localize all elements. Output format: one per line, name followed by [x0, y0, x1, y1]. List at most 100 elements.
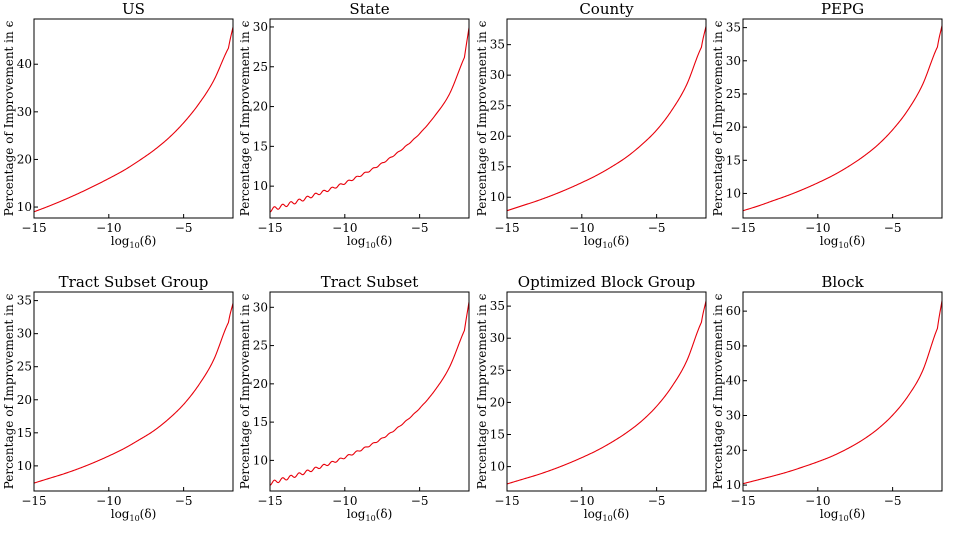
y-tick-label: 30: [726, 409, 741, 423]
chart-title: Optimized Block Group: [518, 273, 695, 291]
y-tick-label: 10: [253, 453, 268, 467]
x-tick-label: −5: [648, 494, 666, 508]
x-axis-label: log10(δ): [820, 507, 866, 523]
plot-frame: [743, 19, 942, 218]
x-tick-label: −5: [411, 494, 429, 508]
y-tick-label: 20: [490, 129, 505, 143]
chart-title: PEPG: [821, 0, 864, 18]
plot-frame: [34, 292, 233, 491]
y-tick-label: 25: [253, 339, 268, 353]
x-axis-label: log10(δ): [111, 234, 157, 250]
x-tick-label: −15: [494, 221, 519, 235]
y-tick-label: 25: [253, 60, 268, 74]
y-tick-label: 35: [490, 38, 505, 52]
plot-frame: [507, 292, 706, 491]
series-line: [34, 303, 233, 483]
x-axis-label: log10(δ): [584, 234, 630, 250]
x-tick-label: −5: [884, 494, 902, 508]
chart-panel-8: Block−15−10−5102030405060log10(δ)Percent…: [711, 273, 942, 523]
y-tick-label: 25: [490, 99, 505, 113]
chart-title: Block: [821, 273, 864, 291]
y-tick-label: 20: [726, 120, 741, 134]
x-tick-label: −10: [96, 494, 121, 508]
y-tick-label: 10: [253, 179, 268, 193]
y-axis-label: Percentage of Improvement in ϵ: [475, 293, 489, 489]
plot-frame: [270, 292, 469, 491]
y-tick-label: 10: [490, 190, 505, 204]
chart-title: Tract Subset: [321, 273, 418, 291]
y-tick-label: 20: [490, 395, 505, 409]
y-tick-label: 20: [17, 393, 32, 407]
y-tick-label: 40: [726, 374, 741, 388]
y-tick-label: 20: [253, 100, 268, 114]
y-axis-label: Percentage of Improvement in ϵ: [2, 20, 16, 216]
x-tick-label: −5: [884, 221, 902, 235]
y-tick-label: 25: [17, 360, 32, 374]
y-tick-label: 30: [726, 54, 741, 68]
x-tick-label: −5: [411, 221, 429, 235]
x-axis-label: log10(δ): [347, 507, 393, 523]
x-tick-label: −10: [332, 221, 357, 235]
series-line: [507, 301, 706, 484]
chart-title: Tract Subset Group: [59, 273, 209, 291]
plot-frame: [507, 19, 706, 218]
x-tick-label: −10: [805, 494, 830, 508]
y-tick-label: 30: [253, 300, 268, 314]
series-line: [34, 27, 233, 212]
y-axis-label: Percentage of Improvement in ϵ: [238, 293, 252, 489]
x-tick-label: −15: [21, 221, 46, 235]
y-tick-label: 25: [726, 87, 741, 101]
chart-panel-5: Tract Subset Group−15−10−5101520253035lo…: [2, 273, 233, 523]
chart-title: County: [579, 0, 634, 18]
x-tick-label: −10: [96, 221, 121, 235]
y-axis-label: Percentage of Improvement in ϵ: [711, 293, 725, 489]
y-axis-label: Percentage of Improvement in ϵ: [475, 20, 489, 216]
x-tick-label: −5: [175, 221, 193, 235]
y-tick-label: 15: [490, 160, 505, 174]
series-line: [743, 301, 942, 484]
y-tick-label: 20: [17, 152, 32, 166]
y-tick-label: 30: [17, 105, 32, 119]
y-tick-label: 15: [253, 415, 268, 429]
x-tick-label: −10: [569, 221, 594, 235]
x-tick-label: −5: [175, 494, 193, 508]
y-tick-label: 25: [490, 363, 505, 377]
y-tick-label: 30: [17, 327, 32, 341]
y-tick-label: 30: [253, 20, 268, 34]
x-axis-label: log10(δ): [347, 234, 393, 250]
series-line: [507, 26, 706, 210]
x-tick-label: −15: [494, 494, 519, 508]
y-tick-label: 15: [490, 428, 505, 442]
x-tick-label: −10: [805, 221, 830, 235]
chart-panel-2: State−15−10−51015202530log10(δ)Percentag…: [238, 0, 469, 250]
x-tick-label: −10: [332, 494, 357, 508]
plot-frame: [270, 19, 469, 218]
y-tick-label: 10: [726, 478, 741, 492]
chart-title: State: [349, 0, 389, 18]
chart-panel-7: Optimized Block Group−15−10−510152025303…: [475, 273, 706, 523]
x-axis-label: log10(δ): [820, 234, 866, 250]
y-tick-label: 10: [726, 186, 741, 200]
y-tick-label: 35: [17, 294, 32, 308]
y-axis-label: Percentage of Improvement in ϵ: [238, 20, 252, 216]
y-tick-label: 10: [17, 459, 32, 473]
y-tick-label: 20: [726, 443, 741, 457]
y-tick-label: 35: [490, 299, 505, 313]
y-tick-label: 10: [490, 460, 505, 474]
series-line: [270, 302, 469, 485]
y-tick-label: 30: [490, 68, 505, 82]
y-tick-label: 35: [726, 21, 741, 35]
y-axis-label: Percentage of Improvement in ϵ: [2, 293, 16, 489]
y-tick-label: 50: [726, 339, 741, 353]
y-tick-label: 30: [490, 331, 505, 345]
x-tick-label: −5: [648, 221, 666, 235]
x-tick-label: −15: [730, 494, 755, 508]
y-tick-label: 15: [726, 153, 741, 167]
y-axis-label: Percentage of Improvement in ϵ: [711, 20, 725, 216]
plot-frame: [743, 292, 942, 491]
series-line: [270, 28, 469, 212]
chart-panel-6: Tract Subset−15−10−51015202530log10(δ)Pe…: [238, 273, 469, 523]
y-tick-label: 20: [253, 377, 268, 391]
